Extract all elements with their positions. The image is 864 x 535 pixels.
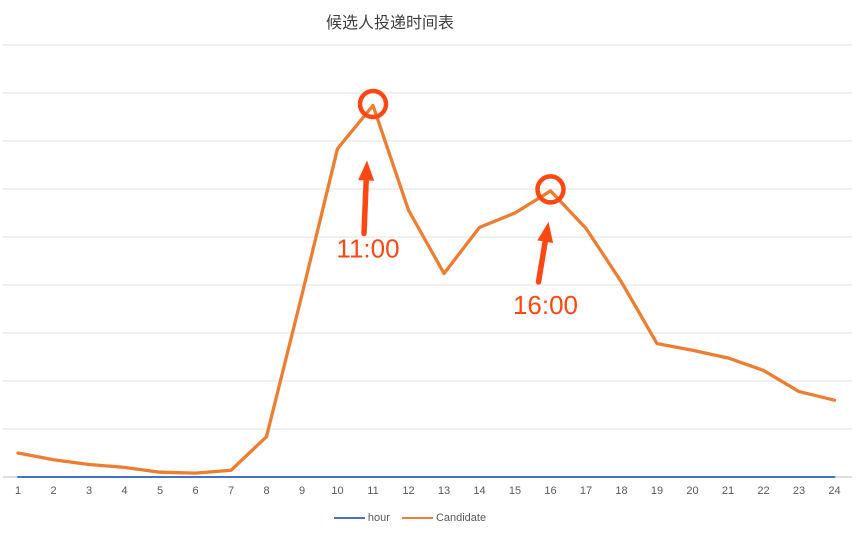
annotation-arrow-head [358,160,375,181]
legend-swatch-hour-line [333,516,365,520]
x-tick-label: 22 [757,485,769,497]
x-tick-label: 2 [50,485,56,497]
x-tick-label: 3 [86,485,92,497]
x-tick-label: 19 [651,485,663,497]
legend-swatch-candidate-line [401,516,433,520]
x-tick-label: 13 [438,485,450,497]
candidate-series-line [16,103,837,475]
annotation-time-label: 16:00 [513,290,578,320]
x-tick-label: 7 [228,485,234,497]
legend-label-candidate: Candidate [435,512,487,524]
chart-title: 候选人投递时间表 [325,15,455,32]
x-tick-label: 15 [509,485,521,497]
x-tick-label: 4 [121,485,127,497]
annotation-time-label: 11:00 [336,233,399,263]
x-tick-label: 16 [544,485,556,497]
x-tick-label: 14 [473,485,485,497]
chart-legend: hour Candidate [0,512,820,524]
legend-item-hour[interactable]: hour [333,512,390,524]
x-tick-label: 21 [722,485,734,497]
x-tick-label: 6 [192,485,198,497]
x-tick-label: 1 [15,485,21,497]
annotation-arrow-shaft [535,234,549,285]
x-tick-label: 10 [331,485,343,497]
x-tick-label: 18 [615,485,627,497]
x-tick-label: 17 [580,485,592,497]
peak-circle-annotation [535,174,566,205]
peak-circle-annotation [357,88,389,120]
legend-label-hour: hour [367,512,390,524]
x-tick-label: 20 [686,485,698,497]
x-tick-label: 23 [793,485,805,497]
legend-item-candidate[interactable]: Candidate [401,512,487,524]
x-tick-label: 11 [367,485,378,497]
x-tick-label: 9 [299,485,305,497]
x-tick-label: 12 [402,485,414,497]
x-tick-label: 8 [263,485,269,497]
x-tick-label: 24 [828,485,840,497]
annotation-arrow-head [537,221,554,243]
x-tick-label: 5 [157,485,163,497]
annotation-arrow-shaft [361,173,370,237]
